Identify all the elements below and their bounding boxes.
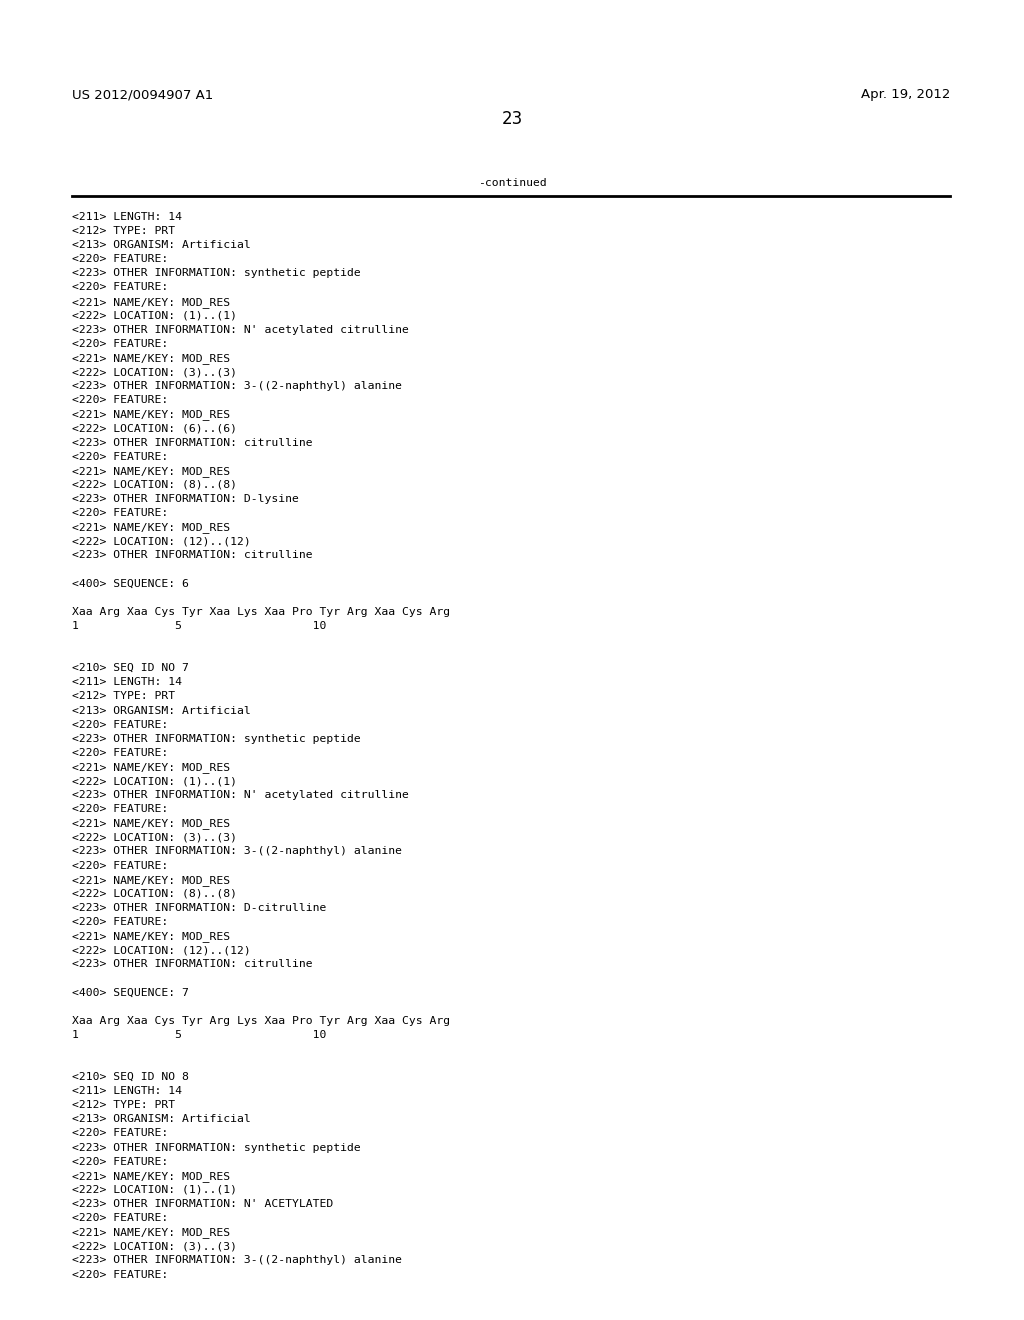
Text: <220> FEATURE:: <220> FEATURE: [72, 255, 168, 264]
Text: <223> OTHER INFORMATION: N' acetylated citrulline: <223> OTHER INFORMATION: N' acetylated c… [72, 791, 409, 800]
Text: Xaa Arg Xaa Cys Tyr Xaa Lys Xaa Pro Tyr Arg Xaa Cys Arg: Xaa Arg Xaa Cys Tyr Xaa Lys Xaa Pro Tyr … [72, 607, 451, 616]
Text: <400> SEQUENCE: 6: <400> SEQUENCE: 6 [72, 578, 188, 589]
Text: <222> LOCATION: (3)..(3): <222> LOCATION: (3)..(3) [72, 1241, 237, 1251]
Text: <220> FEATURE:: <220> FEATURE: [72, 917, 168, 927]
Text: <220> FEATURE:: <220> FEATURE: [72, 719, 168, 730]
Text: <213> ORGANISM: Artificial: <213> ORGANISM: Artificial [72, 1114, 251, 1125]
Text: <221> NAME/KEY: MOD_RES: <221> NAME/KEY: MOD_RES [72, 818, 230, 829]
Text: <221> NAME/KEY: MOD_RES: <221> NAME/KEY: MOD_RES [72, 931, 230, 942]
Text: <212> TYPE: PRT: <212> TYPE: PRT [72, 692, 175, 701]
Text: 1              5                   10: 1 5 10 [72, 1030, 327, 1040]
Text: <213> ORGANISM: Artificial: <213> ORGANISM: Artificial [72, 705, 251, 715]
Text: <220> FEATURE:: <220> FEATURE: [72, 1129, 168, 1138]
Text: <211> LENGTH: 14: <211> LENGTH: 14 [72, 1086, 182, 1096]
Text: <222> LOCATION: (1)..(1): <222> LOCATION: (1)..(1) [72, 776, 237, 785]
Text: <222> LOCATION: (12)..(12): <222> LOCATION: (12)..(12) [72, 945, 251, 956]
Text: <223> OTHER INFORMATION: 3-((2-naphthyl) alanine: <223> OTHER INFORMATION: 3-((2-naphthyl)… [72, 381, 402, 391]
Text: <220> FEATURE:: <220> FEATURE: [72, 451, 168, 462]
Text: <222> LOCATION: (8)..(8): <222> LOCATION: (8)..(8) [72, 480, 237, 490]
Text: <223> OTHER INFORMATION: synthetic peptide: <223> OTHER INFORMATION: synthetic pepti… [72, 734, 360, 743]
Text: <220> FEATURE:: <220> FEATURE: [72, 1270, 168, 1279]
Text: -continued: -continued [477, 178, 547, 187]
Text: <220> FEATURE:: <220> FEATURE: [72, 1213, 168, 1224]
Text: Apr. 19, 2012: Apr. 19, 2012 [860, 88, 950, 102]
Text: <221> NAME/KEY: MOD_RES: <221> NAME/KEY: MOD_RES [72, 523, 230, 533]
Text: <221> NAME/KEY: MOD_RES: <221> NAME/KEY: MOD_RES [72, 297, 230, 308]
Text: <223> OTHER INFORMATION: synthetic peptide: <223> OTHER INFORMATION: synthetic pepti… [72, 268, 360, 279]
Text: <220> FEATURE:: <220> FEATURE: [72, 1156, 168, 1167]
Text: <211> LENGTH: 14: <211> LENGTH: 14 [72, 677, 182, 688]
Text: <220> FEATURE:: <220> FEATURE: [72, 395, 168, 405]
Text: 1              5                   10: 1 5 10 [72, 620, 327, 631]
Text: <220> FEATURE:: <220> FEATURE: [72, 339, 168, 348]
Text: <223> OTHER INFORMATION: citrulline: <223> OTHER INFORMATION: citrulline [72, 960, 312, 969]
Text: US 2012/0094907 A1: US 2012/0094907 A1 [72, 88, 213, 102]
Text: <222> LOCATION: (3)..(3): <222> LOCATION: (3)..(3) [72, 833, 237, 842]
Text: <220> FEATURE:: <220> FEATURE: [72, 508, 168, 517]
Text: <400> SEQUENCE: 7: <400> SEQUENCE: 7 [72, 987, 188, 998]
Text: <222> LOCATION: (3)..(3): <222> LOCATION: (3)..(3) [72, 367, 237, 378]
Text: <221> NAME/KEY: MOD_RES: <221> NAME/KEY: MOD_RES [72, 1171, 230, 1181]
Text: <210> SEQ ID NO 7: <210> SEQ ID NO 7 [72, 663, 188, 673]
Text: <221> NAME/KEY: MOD_RES: <221> NAME/KEY: MOD_RES [72, 466, 230, 477]
Text: <222> LOCATION: (6)..(6): <222> LOCATION: (6)..(6) [72, 424, 237, 433]
Text: <223> OTHER INFORMATION: synthetic peptide: <223> OTHER INFORMATION: synthetic pepti… [72, 1143, 360, 1152]
Text: <212> TYPE: PRT: <212> TYPE: PRT [72, 226, 175, 236]
Text: 23: 23 [502, 110, 522, 128]
Text: <223> OTHER INFORMATION: N' ACETYLATED: <223> OTHER INFORMATION: N' ACETYLATED [72, 1199, 333, 1209]
Text: <223> OTHER INFORMATION: citrulline: <223> OTHER INFORMATION: citrulline [72, 550, 312, 561]
Text: <223> OTHER INFORMATION: citrulline: <223> OTHER INFORMATION: citrulline [72, 438, 312, 447]
Text: <221> NAME/KEY: MOD_RES: <221> NAME/KEY: MOD_RES [72, 1228, 230, 1238]
Text: <221> NAME/KEY: MOD_RES: <221> NAME/KEY: MOD_RES [72, 409, 230, 420]
Text: <223> OTHER INFORMATION: N' acetylated citrulline: <223> OTHER INFORMATION: N' acetylated c… [72, 325, 409, 335]
Text: <223> OTHER INFORMATION: 3-((2-naphthyl) alanine: <223> OTHER INFORMATION: 3-((2-naphthyl)… [72, 846, 402, 857]
Text: <222> LOCATION: (12)..(12): <222> LOCATION: (12)..(12) [72, 536, 251, 546]
Text: <222> LOCATION: (8)..(8): <222> LOCATION: (8)..(8) [72, 888, 237, 899]
Text: <220> FEATURE:: <220> FEATURE: [72, 748, 168, 758]
Text: <220> FEATURE:: <220> FEATURE: [72, 861, 168, 871]
Text: <210> SEQ ID NO 8: <210> SEQ ID NO 8 [72, 1072, 188, 1082]
Text: <220> FEATURE:: <220> FEATURE: [72, 282, 168, 293]
Text: <221> NAME/KEY: MOD_RES: <221> NAME/KEY: MOD_RES [72, 352, 230, 364]
Text: <222> LOCATION: (1)..(1): <222> LOCATION: (1)..(1) [72, 1185, 237, 1195]
Text: <223> OTHER INFORMATION: D-lysine: <223> OTHER INFORMATION: D-lysine [72, 494, 299, 504]
Text: Xaa Arg Xaa Cys Tyr Arg Lys Xaa Pro Tyr Arg Xaa Cys Arg: Xaa Arg Xaa Cys Tyr Arg Lys Xaa Pro Tyr … [72, 1015, 451, 1026]
Text: <221> NAME/KEY: MOD_RES: <221> NAME/KEY: MOD_RES [72, 875, 230, 886]
Text: <213> ORGANISM: Artificial: <213> ORGANISM: Artificial [72, 240, 251, 251]
Text: <212> TYPE: PRT: <212> TYPE: PRT [72, 1101, 175, 1110]
Text: <222> LOCATION: (1)..(1): <222> LOCATION: (1)..(1) [72, 310, 237, 321]
Text: <223> OTHER INFORMATION: 3-((2-naphthyl) alanine: <223> OTHER INFORMATION: 3-((2-naphthyl)… [72, 1255, 402, 1266]
Text: <211> LENGTH: 14: <211> LENGTH: 14 [72, 213, 182, 222]
Text: <220> FEATURE:: <220> FEATURE: [72, 804, 168, 814]
Text: <221> NAME/KEY: MOD_RES: <221> NAME/KEY: MOD_RES [72, 762, 230, 772]
Text: <223> OTHER INFORMATION: D-citrulline: <223> OTHER INFORMATION: D-citrulline [72, 903, 327, 913]
